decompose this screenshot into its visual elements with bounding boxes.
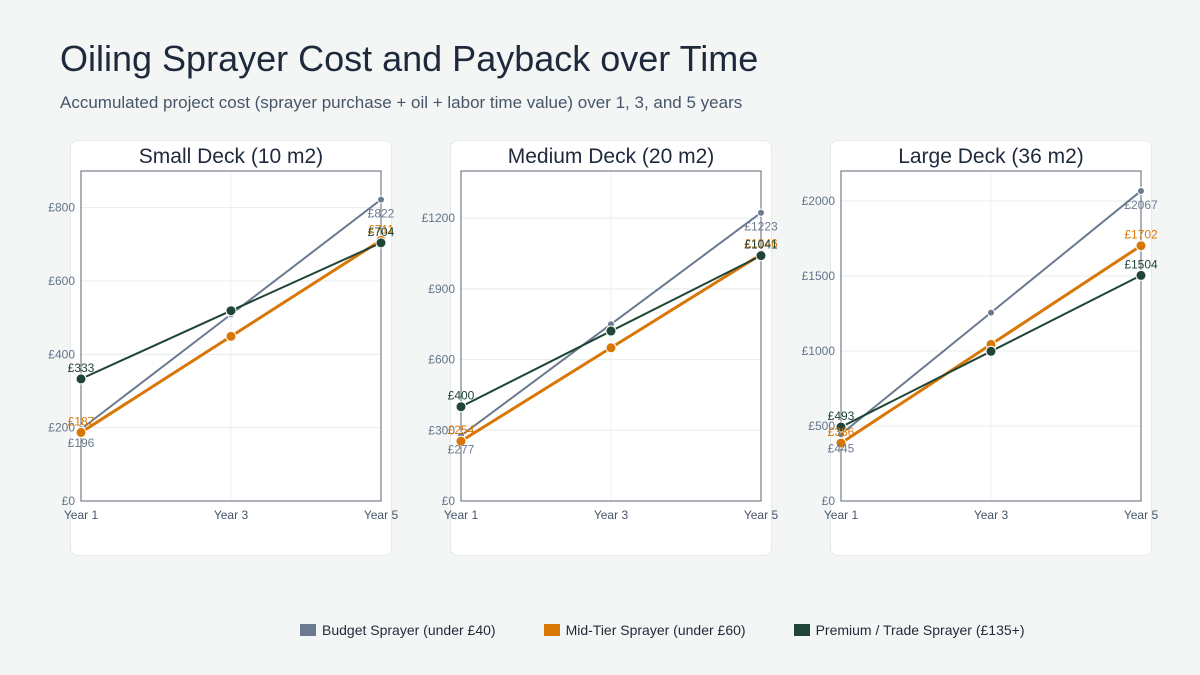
panel-title: Medium Deck (20 m2) bbox=[507, 145, 715, 168]
x-tick-label: Year 5 bbox=[1124, 508, 1159, 522]
data-point bbox=[225, 330, 237, 342]
x-tick-label: Year 1 bbox=[444, 508, 479, 522]
x-tick-label: Year 5 bbox=[744, 508, 779, 522]
y-tick-label: £1500 bbox=[802, 269, 836, 283]
panel-medium-deck: Medium Deck (20 m2) £0 £300 £600 £900 £1200 Y… bbox=[422, 140, 778, 556]
data-label: £822 bbox=[368, 207, 395, 221]
x-tick-label: Year 3 bbox=[214, 508, 249, 522]
legend-swatch bbox=[793, 624, 810, 636]
legend-item-mid-tier[interactable]: Mid-Tier Sprayer (under £60) bbox=[543, 622, 746, 638]
legend-label: Budget Sprayer (under £40) bbox=[322, 622, 496, 638]
data-label: £277 bbox=[448, 443, 475, 457]
chart-small-deck: £0 £200 £400 £600 £800 Year 1 Year 3 Year 5 £196… bbox=[48, 170, 398, 522]
data-label: £493 bbox=[828, 409, 855, 423]
data-label: £386 bbox=[828, 425, 855, 439]
data-point bbox=[75, 373, 87, 385]
y-tick-label: £0 bbox=[62, 494, 76, 508]
data-label: £711 bbox=[368, 222, 394, 236]
data-point bbox=[835, 437, 847, 449]
x-tick-label: Year 5 bbox=[364, 508, 399, 522]
y-tick-label: £500 bbox=[808, 419, 835, 433]
y-tick-label: £900 bbox=[428, 282, 455, 296]
data-label: £1046 bbox=[744, 236, 778, 250]
plot-frame bbox=[460, 170, 762, 502]
data-label: £1041 bbox=[744, 238, 778, 252]
y-tick-label: £1000 bbox=[802, 344, 836, 358]
data-label: £704 bbox=[368, 225, 395, 239]
data-label: £254 bbox=[448, 423, 475, 437]
y-tick-label: £600 bbox=[48, 274, 75, 288]
data-label: £333 bbox=[68, 361, 95, 375]
data-label: £400 bbox=[448, 389, 475, 403]
legend-label: Mid-Tier Sprayer (under £60) bbox=[565, 622, 746, 638]
data-point bbox=[377, 195, 385, 204]
data-point bbox=[757, 208, 765, 217]
y-tick-label: £800 bbox=[48, 201, 75, 215]
legend-item-budget[interactable]: Budget Sprayer (under £40) bbox=[300, 622, 496, 638]
data-point bbox=[1137, 186, 1145, 195]
x-tick-label: Year 3 bbox=[974, 508, 1009, 522]
data-point bbox=[75, 426, 87, 438]
y-tick-label: £1200 bbox=[422, 211, 456, 225]
x-tick-label: Year 3 bbox=[594, 508, 629, 522]
chart-large-deck: £0 £500 £1000 £1500 £2000 Year 1 Year 3 Year 5 £… bbox=[802, 170, 1158, 522]
legend-swatch bbox=[300, 624, 316, 636]
data-point bbox=[755, 250, 767, 262]
y-tick-label: £200 bbox=[48, 421, 75, 435]
data-label: £445 bbox=[828, 441, 855, 455]
data-point bbox=[225, 305, 237, 317]
legend-swatch bbox=[543, 624, 560, 636]
chart-subtitle: Accumulated project cost (sprayer purcha… bbox=[60, 93, 743, 112]
plot-frame bbox=[80, 170, 382, 502]
data-point bbox=[375, 237, 387, 249]
y-tick-label: £0 bbox=[822, 494, 836, 508]
data-point bbox=[1135, 240, 1147, 252]
y-tick-label: £0 bbox=[442, 494, 456, 508]
data-label: £1702 bbox=[1124, 228, 1158, 242]
panel-small-deck: Small Deck (10 m2) £0 £200 £400 £600 £800 Yea… bbox=[48, 140, 398, 556]
chart-medium-deck: £0 £300 £600 £900 £1200 Year 1 Year 3 Year 5 £27… bbox=[422, 170, 778, 522]
data-label: £187 bbox=[68, 414, 95, 428]
panel-title: Large Deck (36 m2) bbox=[898, 145, 1084, 168]
data-point bbox=[455, 401, 467, 413]
plot-frame bbox=[840, 170, 1142, 502]
data-label: £1504 bbox=[1124, 257, 1158, 271]
y-tick-label: £300 bbox=[428, 423, 455, 437]
legend-item-premium[interactable]: Premium / Trade Sprayer (£135+) bbox=[793, 622, 1025, 638]
panel-title: Small Deck (10 m2) bbox=[138, 145, 324, 168]
panel-large-deck: Large Deck (36 m2) £0 £500 £1000 £1500 £2000… bbox=[802, 140, 1158, 556]
x-tick-label: Year 1 bbox=[824, 508, 859, 522]
y-tick-label: £400 bbox=[48, 347, 75, 361]
chart-title: Oiling Sprayer Cost and Payback over Tim… bbox=[60, 38, 759, 79]
data-point bbox=[835, 421, 847, 433]
legend-label: Premium / Trade Sprayer (£135+) bbox=[815, 622, 1025, 638]
data-point bbox=[455, 435, 467, 447]
x-tick-label: Year 1 bbox=[64, 508, 99, 522]
data-label: £2067 bbox=[1124, 198, 1158, 212]
legend: Budget Sprayer (under £40) Mid-Tier Spra… bbox=[300, 622, 1072, 638]
data-point bbox=[605, 342, 617, 354]
data-point bbox=[987, 308, 995, 317]
data-label: £1223 bbox=[744, 220, 778, 234]
y-tick-label: £600 bbox=[428, 353, 455, 367]
y-tick-label: £2000 bbox=[802, 194, 836, 208]
data-label: £196 bbox=[68, 436, 95, 450]
data-point bbox=[1135, 269, 1147, 281]
data-point bbox=[605, 325, 617, 337]
data-point bbox=[985, 345, 997, 357]
